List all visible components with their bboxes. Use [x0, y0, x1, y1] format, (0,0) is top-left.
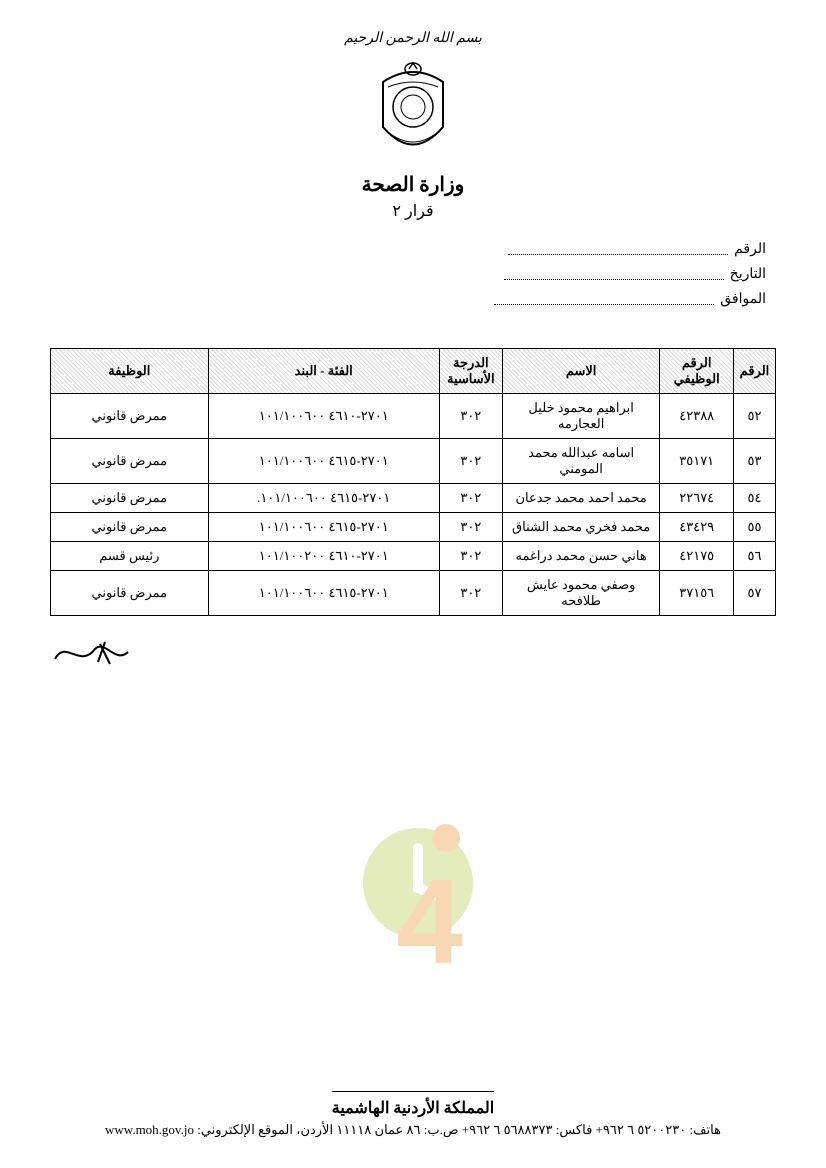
- col-id-header: الرقم الوظيفي: [660, 349, 734, 394]
- table-row: ٥٤٢٢٦٧٤محمد احمد محمد جدعان٣٠٢٢٧٠١-٤٦١٥ …: [51, 484, 776, 513]
- table-cell: ٣٠٢: [439, 394, 502, 439]
- table-cell: ٣٥١٧١: [660, 439, 734, 484]
- table-cell: ممرض قانوني: [51, 484, 209, 513]
- table-cell: ٣٠٢: [439, 484, 502, 513]
- watermark-24: 4: [396, 855, 463, 983]
- table-cell: ٥٣: [733, 439, 775, 484]
- meta-date-label: التاريخ: [730, 266, 766, 283]
- table-cell: وصفي محمود عايش طلافحه: [502, 571, 660, 616]
- table-cell: ٢٧٠١-٤٦١٥ ١٠١/١٠٠٦٠٠.: [208, 484, 439, 513]
- basmala-text: بسم الله الرحمن الرحيم: [50, 30, 776, 47]
- decree-number: قرار ٢: [50, 201, 776, 221]
- document-header: بسم الله الرحمن الرحيم وزارة الصحة قرار …: [50, 30, 776, 221]
- table-cell: ٢٢٦٧٤: [660, 484, 734, 513]
- table-cell: ممرض قانوني: [51, 394, 209, 439]
- col-grade-header: الدرجة الأساسية: [439, 349, 502, 394]
- table-cell: ممرض قانوني: [51, 439, 209, 484]
- table-cell: ٤٢١٧٥: [660, 542, 734, 571]
- page-footer: المملكة الأردنية الهاشمية هاتف: ٥٢٠٠٢٣٠ …: [0, 1091, 826, 1138]
- table-header-row: الرقم الرقم الوظيفي الاسم الدرجة الأساسي…: [51, 349, 776, 394]
- signature-icon: [50, 634, 130, 674]
- table-cell: رئيس قسم: [51, 542, 209, 571]
- table-cell: ٣٠٢: [439, 542, 502, 571]
- table-cell: محمد احمد محمد جدعان: [502, 484, 660, 513]
- table-cell: ٢٧٠١-٤٦١٥ ١٠١/١٠٠٦٠٠: [208, 571, 439, 616]
- table-cell: ممرض قانوني: [51, 513, 209, 542]
- table-row: ٥٦٤٢١٧٥هاني حسن محمد دراغمه٣٠٢٢٧٠١-٤٦١٠ …: [51, 542, 776, 571]
- col-code-header: الفئة - البند: [208, 349, 439, 394]
- table-cell: ٤٢٣٨٨: [660, 394, 734, 439]
- table-cell: ممرض قانوني: [51, 571, 209, 616]
- meta-corresponding-dots: [494, 295, 714, 305]
- table-cell: ٥٧: [733, 571, 775, 616]
- table-cell: ٥٤: [733, 484, 775, 513]
- meta-corresponding-label: الموافق: [720, 291, 766, 308]
- table-cell: ٥٥: [733, 513, 775, 542]
- table-cell: ٤٣٤٢٩: [660, 513, 734, 542]
- table-cell: ٢٧٠١-٤٦١٥ ١٠١/١٠٠٦٠٠: [208, 513, 439, 542]
- signature-block: [50, 634, 736, 680]
- meta-block: الرقم التاريخ الموافق: [50, 241, 766, 308]
- table-cell: ابراهيم محمود خليل العجارمه: [502, 394, 660, 439]
- table-cell: ٢٧٠١-٤٦١٠ ١٠١/١٠٠٢٠٠: [208, 542, 439, 571]
- table-cell: ٣٠٢: [439, 571, 502, 616]
- table-cell: هاني حسن محمد دراغمه: [502, 542, 660, 571]
- watermark-j: J: [263, 808, 273, 983]
- table-cell: ٣٧١٥٦: [660, 571, 734, 616]
- table-cell: ٢٧٠١-٤٦١٥ ١٠١/١٠٠٦٠٠: [208, 439, 439, 484]
- footer-contact: هاتف: ٥٢٠٠٢٣٠ ٦ ٩٦٢+ فاكس: ٥٦٨٨٣٧٣ ٦ ٩٦٢…: [0, 1122, 826, 1138]
- table-cell: ٢٧٠١-٤٦١٠ ١٠١/١٠٠٦٠٠: [208, 394, 439, 439]
- table-cell: اسامه عبدالله محمد المومني: [502, 439, 660, 484]
- meta-number-label: الرقم: [734, 241, 766, 258]
- table-cell: ٥٢: [733, 394, 775, 439]
- meta-number-dots: [508, 245, 728, 255]
- table-cell: محمد فخري محمد الشناق: [502, 513, 660, 542]
- watermark-logo: J 4: [263, 803, 563, 988]
- table-row: ٥٣٣٥١٧١اسامه عبدالله محمد المومني٣٠٢٢٧٠١…: [51, 439, 776, 484]
- table-row: ٥٧٣٧١٥٦وصفي محمود عايش طلافحه٣٠٢٢٧٠١-٤٦١…: [51, 571, 776, 616]
- table-row: ٥٥٤٣٤٢٩محمد فخري محمد الشناق٣٠٢٢٧٠١-٤٦١٥…: [51, 513, 776, 542]
- col-seq-header: الرقم: [733, 349, 775, 394]
- table-row: ٥٢٤٢٣٨٨ابراهيم محمود خليل العجارمه٣٠٢٢٧٠…: [51, 394, 776, 439]
- meta-date-dots: [504, 270, 724, 280]
- col-job-header: الوظيفة: [51, 349, 209, 394]
- emblem-icon: [368, 57, 458, 162]
- footer-kingdom: المملكة الأردنية الهاشمية: [332, 1091, 494, 1118]
- watermark-dot: [432, 824, 460, 852]
- table-cell: ٥٦: [733, 542, 775, 571]
- ministry-name: وزارة الصحة: [50, 172, 776, 197]
- table-cell: ٣٠٢: [439, 513, 502, 542]
- col-name-header: الاسم: [502, 349, 660, 394]
- data-table: الرقم الرقم الوظيفي الاسم الدرجة الأساسي…: [50, 348, 776, 616]
- table-cell: ٣٠٢: [439, 439, 502, 484]
